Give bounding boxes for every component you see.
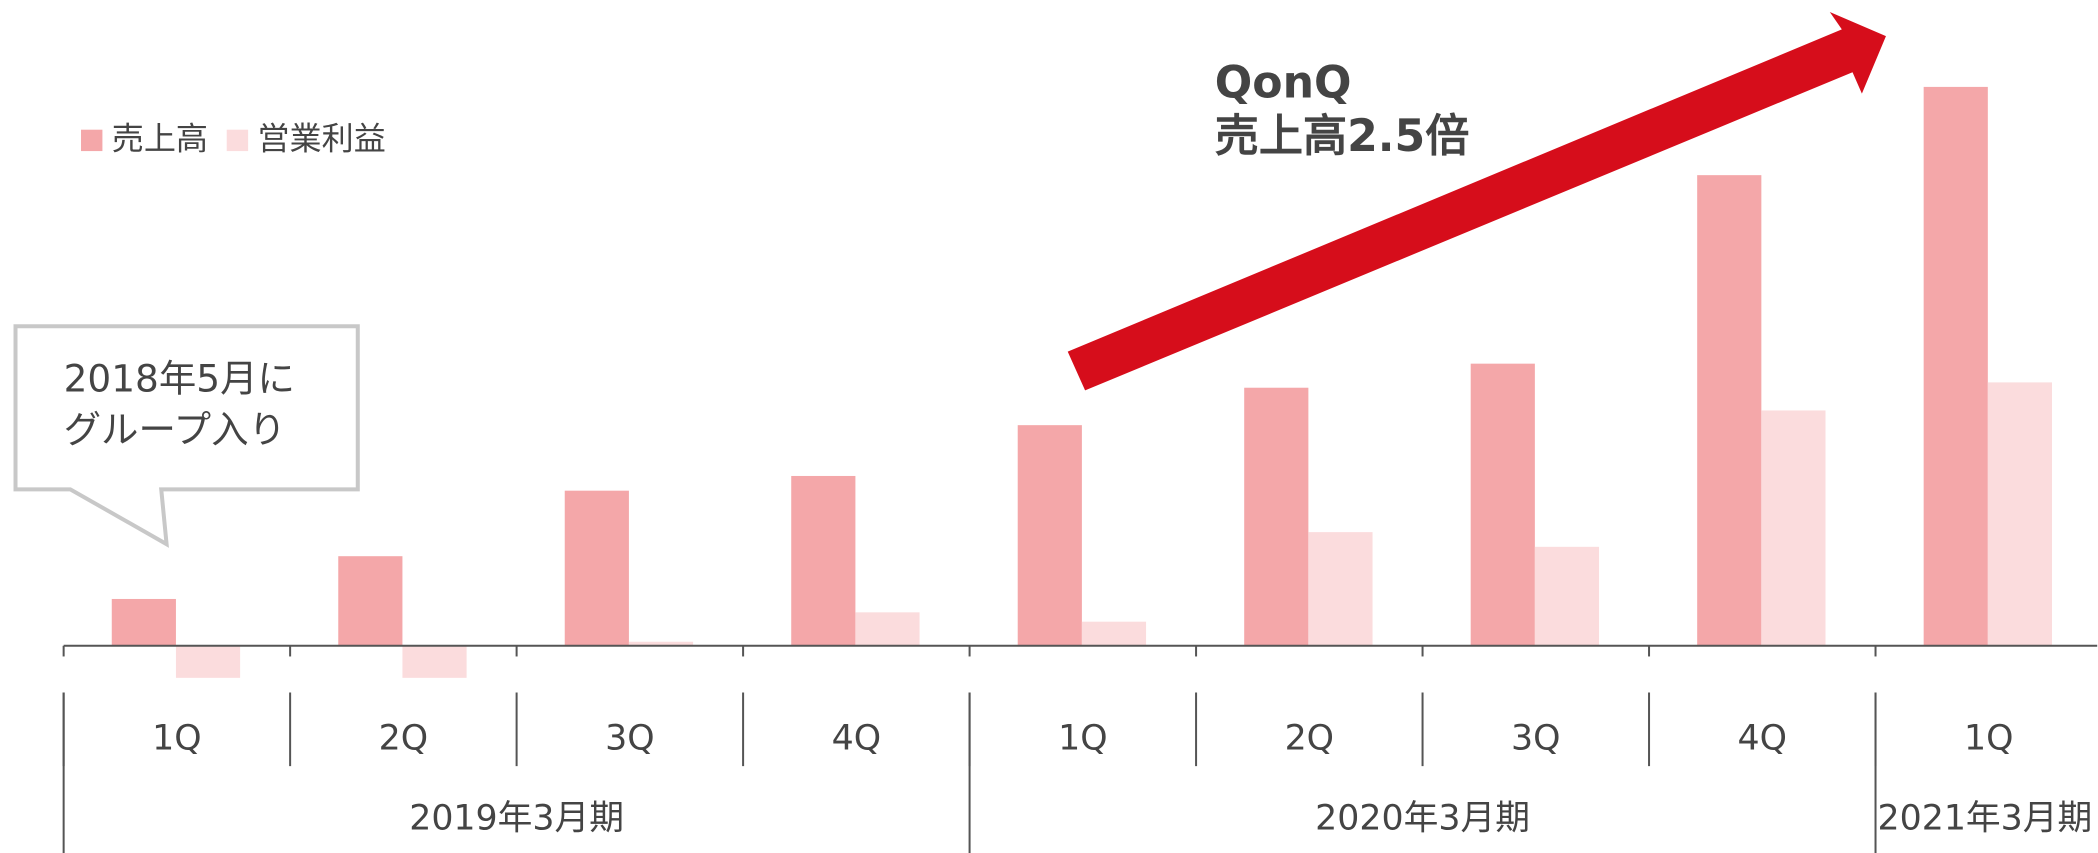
x-group-label: 2020年3月期	[1315, 799, 1530, 839]
callout-box	[13, 324, 360, 548]
x-tick-label: 1Q	[1058, 718, 1107, 758]
x-tick-label: 1Q	[1964, 718, 2013, 758]
bar	[111, 598, 176, 646]
x-tick-label: 1Q	[152, 718, 201, 758]
growth-arrow	[1067, 12, 1886, 391]
bar	[791, 475, 856, 646]
arrow-label: 売上高2.5倍	[1215, 111, 1470, 162]
bar	[402, 645, 467, 678]
bar	[1017, 425, 1082, 646]
legend-swatch	[81, 129, 103, 152]
bar	[1244, 387, 1309, 646]
x-tick-label: 4Q	[1738, 718, 1787, 758]
x-group-label: 2021年3月期	[1877, 799, 2092, 839]
bar	[628, 641, 694, 646]
legend-label: 営業利益	[257, 119, 385, 157]
legend-swatch	[226, 129, 249, 152]
callout-line: グループ入り	[64, 407, 286, 451]
bar	[855, 612, 920, 646]
x-tick-label: 3Q	[1511, 718, 1560, 758]
bar	[1534, 546, 1600, 646]
bar	[564, 490, 629, 646]
bar	[338, 556, 403, 646]
bar	[1697, 175, 1762, 646]
x-tick-label: 4Q	[832, 718, 881, 758]
x-tick-label: 2Q	[379, 718, 428, 758]
x-tick-label: 3Q	[605, 718, 654, 758]
arrow-label: QonQ	[1215, 58, 1352, 109]
bar	[175, 645, 241, 678]
callout-line: 2018年5月に	[64, 357, 295, 401]
x-tick-label: 2Q	[1285, 718, 1334, 758]
x-group-label: 2019年3月期	[409, 799, 624, 839]
bar	[1761, 410, 1826, 646]
bar	[1987, 382, 2053, 646]
bar	[1081, 621, 1147, 646]
bar	[1923, 86, 1988, 646]
bar	[1470, 363, 1535, 646]
bar	[1308, 532, 1373, 646]
legend-label: 売上高	[112, 119, 208, 157]
